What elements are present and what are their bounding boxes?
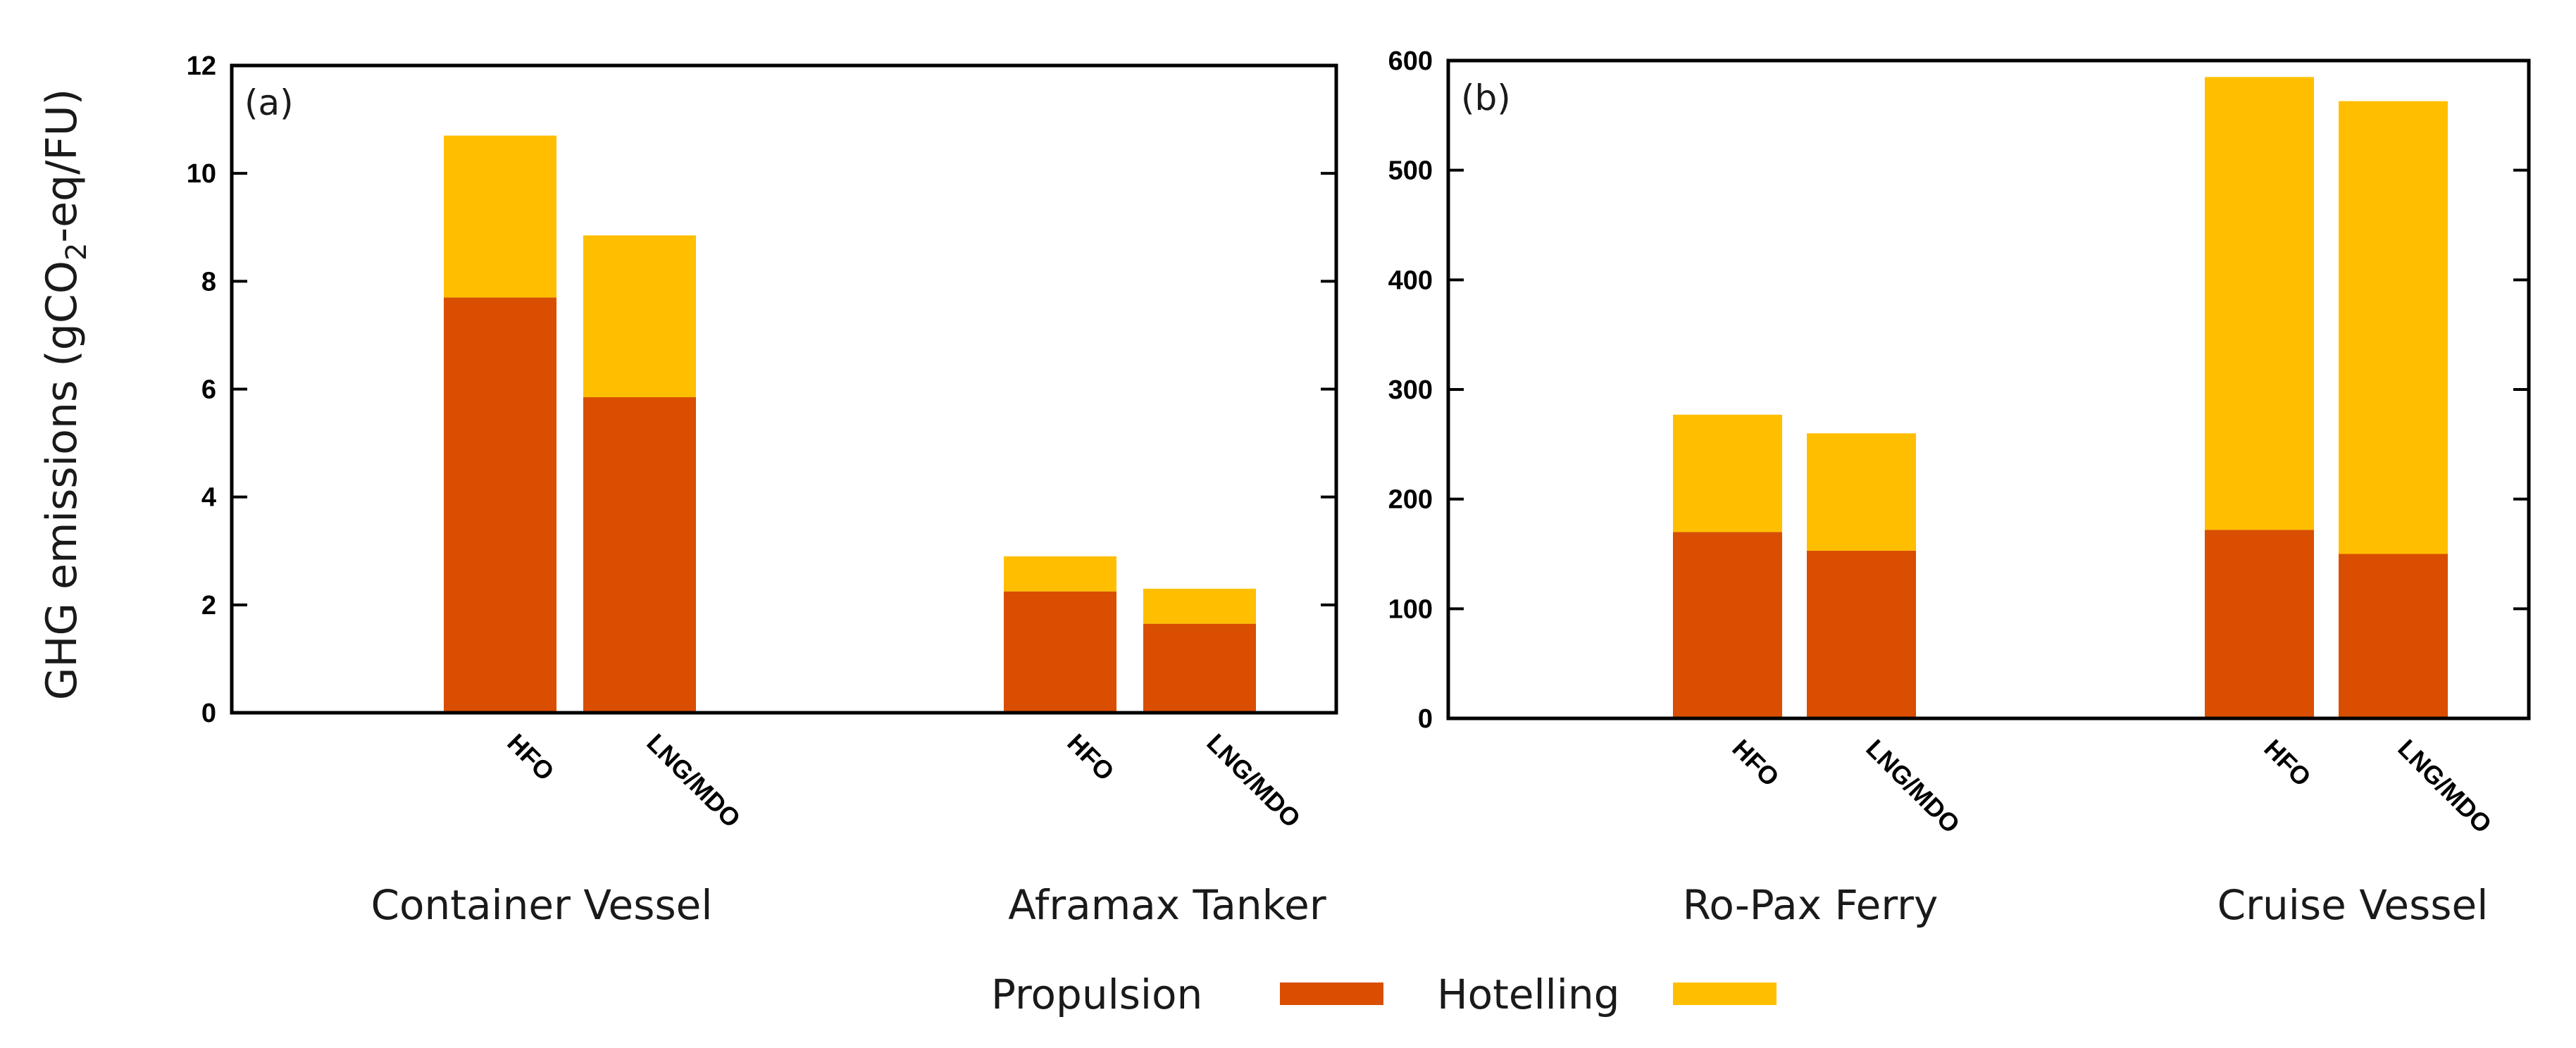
y-axis-label-subscript: 2 (61, 243, 93, 261)
group-label: Ro-Pax Ferry (1683, 881, 1939, 929)
x-tick-label: LNG/MDO (1860, 734, 1965, 839)
bar-hotelling-2 (1004, 556, 1116, 592)
x-tick-label: HFO (1726, 734, 1785, 792)
y-tick-label: 600 (1388, 46, 1433, 76)
legend-swatch-propulsion (1280, 982, 1383, 1005)
bar-hotelling-1 (1807, 433, 1916, 551)
bar-hotelling-0 (444, 135, 556, 298)
y-axis-label-part: -eq/FU) (37, 89, 87, 243)
y-tick-label: 500 (1388, 156, 1433, 186)
legend-label: Propulsion (991, 971, 1202, 1018)
panel-label: (a) (244, 82, 294, 123)
y-axis-label: GHG emissions (gCO2-eq/FU) (37, 89, 93, 700)
bar-hotelling-3 (1143, 588, 1256, 624)
y-tick-label: 300 (1388, 375, 1433, 405)
y-tick-label: 0 (1418, 704, 1433, 734)
y-tick-label: 0 (201, 699, 216, 728)
y-tick-label: 2 (201, 591, 216, 620)
y-tick-label: 400 (1388, 266, 1433, 295)
y-tick-label: 10 (187, 159, 216, 189)
y-tick-label: 12 (187, 51, 216, 81)
legend: Propulsion Hotelling (991, 971, 1777, 1018)
x-tick-label: LNG/MDO (1201, 728, 1306, 833)
bar-propulsion-1 (1807, 550, 1916, 718)
y-tick-label: 100 (1388, 594, 1433, 624)
legend-swatch-hotelling (1673, 982, 1777, 1005)
bar-propulsion-1 (583, 397, 696, 713)
legend-label: Hotelling (1437, 971, 1619, 1018)
bar-propulsion-3 (1143, 623, 1256, 713)
bar-hotelling-3 (2339, 101, 2448, 554)
chart-panel-b: 0 100 200 300 400 500 600 (b) HFO LNG/MDO Ro-Pax F… (1388, 46, 2531, 929)
y-tick-label: 200 (1388, 485, 1433, 515)
bar-hotelling-1 (583, 235, 696, 397)
x-tick-label: HFO (502, 728, 560, 787)
group-label: Aframax Tanker (1008, 881, 1326, 929)
group-label: Container Vessel (371, 881, 713, 929)
x-tick-label: HFO (2258, 734, 2317, 792)
bar-hotelling-0 (1673, 414, 1782, 532)
x-tick-label: LNG/MDO (2392, 734, 2497, 839)
bar-propulsion-2 (2205, 530, 2314, 718)
bar-propulsion-2 (1004, 591, 1116, 713)
y-axis-label-part: GHG emissions (gCO (37, 261, 87, 700)
y-tick-label: 8 (201, 267, 216, 297)
group-label: Cruise Vessel (2217, 881, 2489, 929)
bar-propulsion-0 (444, 297, 556, 713)
x-tick-label: HFO (1062, 728, 1120, 787)
y-tick-label: 6 (201, 375, 216, 405)
bar-propulsion-0 (1673, 532, 1782, 718)
bar-hotelling-2 (2205, 77, 2314, 530)
chart-panel-a: 0 2 4 6 8 10 12 (a) HFO LNG/MDO Container Vessel HF… (187, 51, 1338, 929)
bar-propulsion-3 (2339, 554, 2448, 718)
panel-label: (b) (1461, 77, 1511, 118)
y-tick-label: 4 (201, 483, 216, 513)
x-tick-label: LNG/MDO (641, 728, 746, 833)
